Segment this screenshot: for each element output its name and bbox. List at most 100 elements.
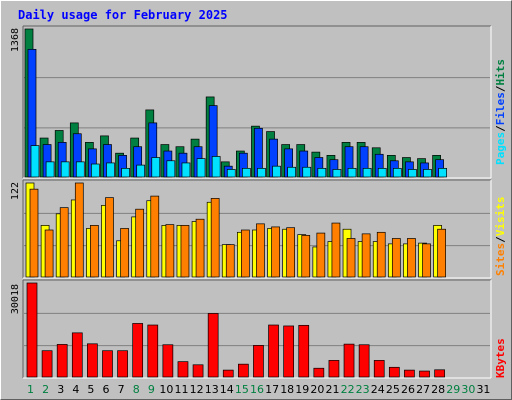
legend-hits: Hits: [494, 59, 507, 86]
day-label-14: 14: [220, 383, 234, 396]
day-label-9: 9: [148, 383, 155, 396]
bar-sites-day-13: [210, 198, 220, 278]
day-label-30: 30: [461, 383, 475, 396]
bar-kbytes-day-7: [117, 350, 128, 378]
bar-sites-day-23: [361, 233, 371, 278]
bar-kbytes-day-9: [147, 324, 159, 378]
bar-kbytes-day-20: [313, 367, 325, 378]
bar-sites-day-16: [256, 223, 265, 278]
bar-pages-day-19: [302, 166, 312, 178]
bar-sites-day-21: [331, 222, 341, 278]
bar-pages-day-25: [392, 167, 402, 178]
day-label-12: 12: [190, 383, 204, 396]
bar-pages-day-9: [151, 157, 161, 178]
bar-kbytes-day-21: [328, 360, 340, 378]
bar-kbytes-day-22: [343, 343, 355, 378]
bar-pages-day-26: [408, 169, 417, 178]
bar-pages-day-20: [317, 167, 327, 178]
bar-kbytes-day-10: [162, 344, 174, 378]
chart-title: Daily usage for February 2025: [18, 8, 228, 22]
day-label-13: 13: [205, 383, 219, 396]
day-axis-labels: 1 2 3 4 5 6 7 8 9 10 11 12 13 14 15 16 17 18 19 20 21 22 23 24 2…: [27, 383, 490, 396]
legend-mid-text: Sites/Visits: [494, 197, 507, 277]
bar-kbytes-day-23: [358, 344, 370, 378]
bot-max-label: 30018: [10, 284, 21, 314]
legend-pages: Pages: [494, 132, 507, 165]
legend-hits-files-pages: Pages/Files/Hits: [494, 59, 507, 165]
legend-separator: /: [494, 125, 507, 132]
day-label-24: 24: [371, 383, 385, 396]
day-label-27: 27: [416, 383, 430, 396]
day-label-26: 26: [401, 383, 415, 396]
bar-pages-day-18: [287, 166, 296, 178]
bar-sites-day-3: [59, 207, 69, 278]
bar-kbytes-day-13: [207, 313, 219, 378]
day-label-8: 8: [133, 383, 140, 396]
legend-separator: /: [494, 85, 507, 92]
bar-pages-day-27: [423, 169, 432, 178]
bar-pages-day-5: [91, 163, 100, 178]
bar-kbytes-day-26: [404, 369, 415, 378]
day-label-23: 23: [356, 383, 370, 396]
bar-kbytes-day-12: [192, 364, 204, 378]
panel-kbytes: [22, 279, 492, 379]
day-label-21: 21: [325, 383, 339, 396]
bar-pages-day-1: [30, 145, 40, 178]
day-label-15: 15: [235, 383, 249, 396]
bar-sites-day-14: [225, 244, 235, 278]
bar-sites-day-26: [407, 238, 416, 278]
bar-sites-day-6: [105, 197, 114, 278]
bar-sites-day-24: [376, 231, 386, 278]
bar-sites-day-12: [195, 218, 205, 278]
bar-pages-day-23: [362, 167, 372, 178]
day-label-2: 2: [42, 383, 49, 396]
bar-sites-day-27: [422, 243, 431, 278]
panel-visits-sites: [22, 179, 492, 279]
bar-pages-day-15: [242, 167, 251, 178]
legend-top-text: Pages/Files/Hits: [494, 59, 507, 165]
bar-kbytes-day-27: [419, 370, 430, 378]
day-label-17: 17: [265, 383, 279, 396]
day-label-4: 4: [72, 383, 79, 396]
day-label-22: 22: [341, 383, 355, 396]
day-label-16: 16: [250, 383, 264, 396]
bar-kbytes-day-15: [238, 363, 249, 378]
bar-kbytes-day-11: [177, 361, 189, 378]
day-label-11: 11: [175, 383, 189, 396]
legend-bot-text: KBytes: [494, 338, 507, 378]
bar-pages-day-12: [196, 158, 206, 178]
legend-files: Files: [494, 92, 507, 125]
day-label-29: 29: [446, 383, 460, 396]
legend-separator: /: [494, 236, 507, 243]
legend-visits-sites: Sites/Visits: [494, 197, 507, 277]
bar-pages-day-14: [226, 169, 236, 178]
bar-kbytes-day-6: [102, 350, 113, 378]
day-label-6: 6: [103, 383, 110, 396]
day-label-18: 18: [280, 383, 294, 396]
bar-sites-day-4: [74, 182, 84, 278]
bar-sites-day-17: [271, 226, 280, 278]
bar-sites-day-18: [286, 227, 295, 278]
day-label-19: 19: [295, 383, 309, 396]
panel-hits-files-pages: [22, 25, 492, 179]
day-label-1: 1: [27, 383, 34, 396]
bar-kbytes-day-5: [87, 343, 98, 378]
bar-pages-day-28: [438, 167, 447, 178]
bar-sites-day-9: [150, 195, 160, 278]
bar-pages-day-8: [136, 164, 146, 178]
bar-kbytes-day-3: [56, 344, 68, 378]
bar-kbytes-day-4: [71, 332, 83, 378]
bar-kbytes-day-25: [388, 366, 400, 378]
bar-sites-day-15: [241, 229, 250, 278]
bar-sites-day-5: [90, 225, 99, 278]
bar-sites-day-19: [301, 235, 311, 278]
bar-pages-day-11: [181, 162, 191, 178]
day-label-28: 28: [431, 383, 445, 396]
bar-kbytes-day-19: [298, 324, 310, 378]
bar-kbytes-day-24: [373, 360, 385, 378]
bar-sites-day-1: [29, 188, 39, 278]
bar-sites-day-10: [165, 224, 175, 278]
day-label-31: 31: [476, 383, 490, 396]
bar-kbytes-day-18: [283, 325, 294, 378]
